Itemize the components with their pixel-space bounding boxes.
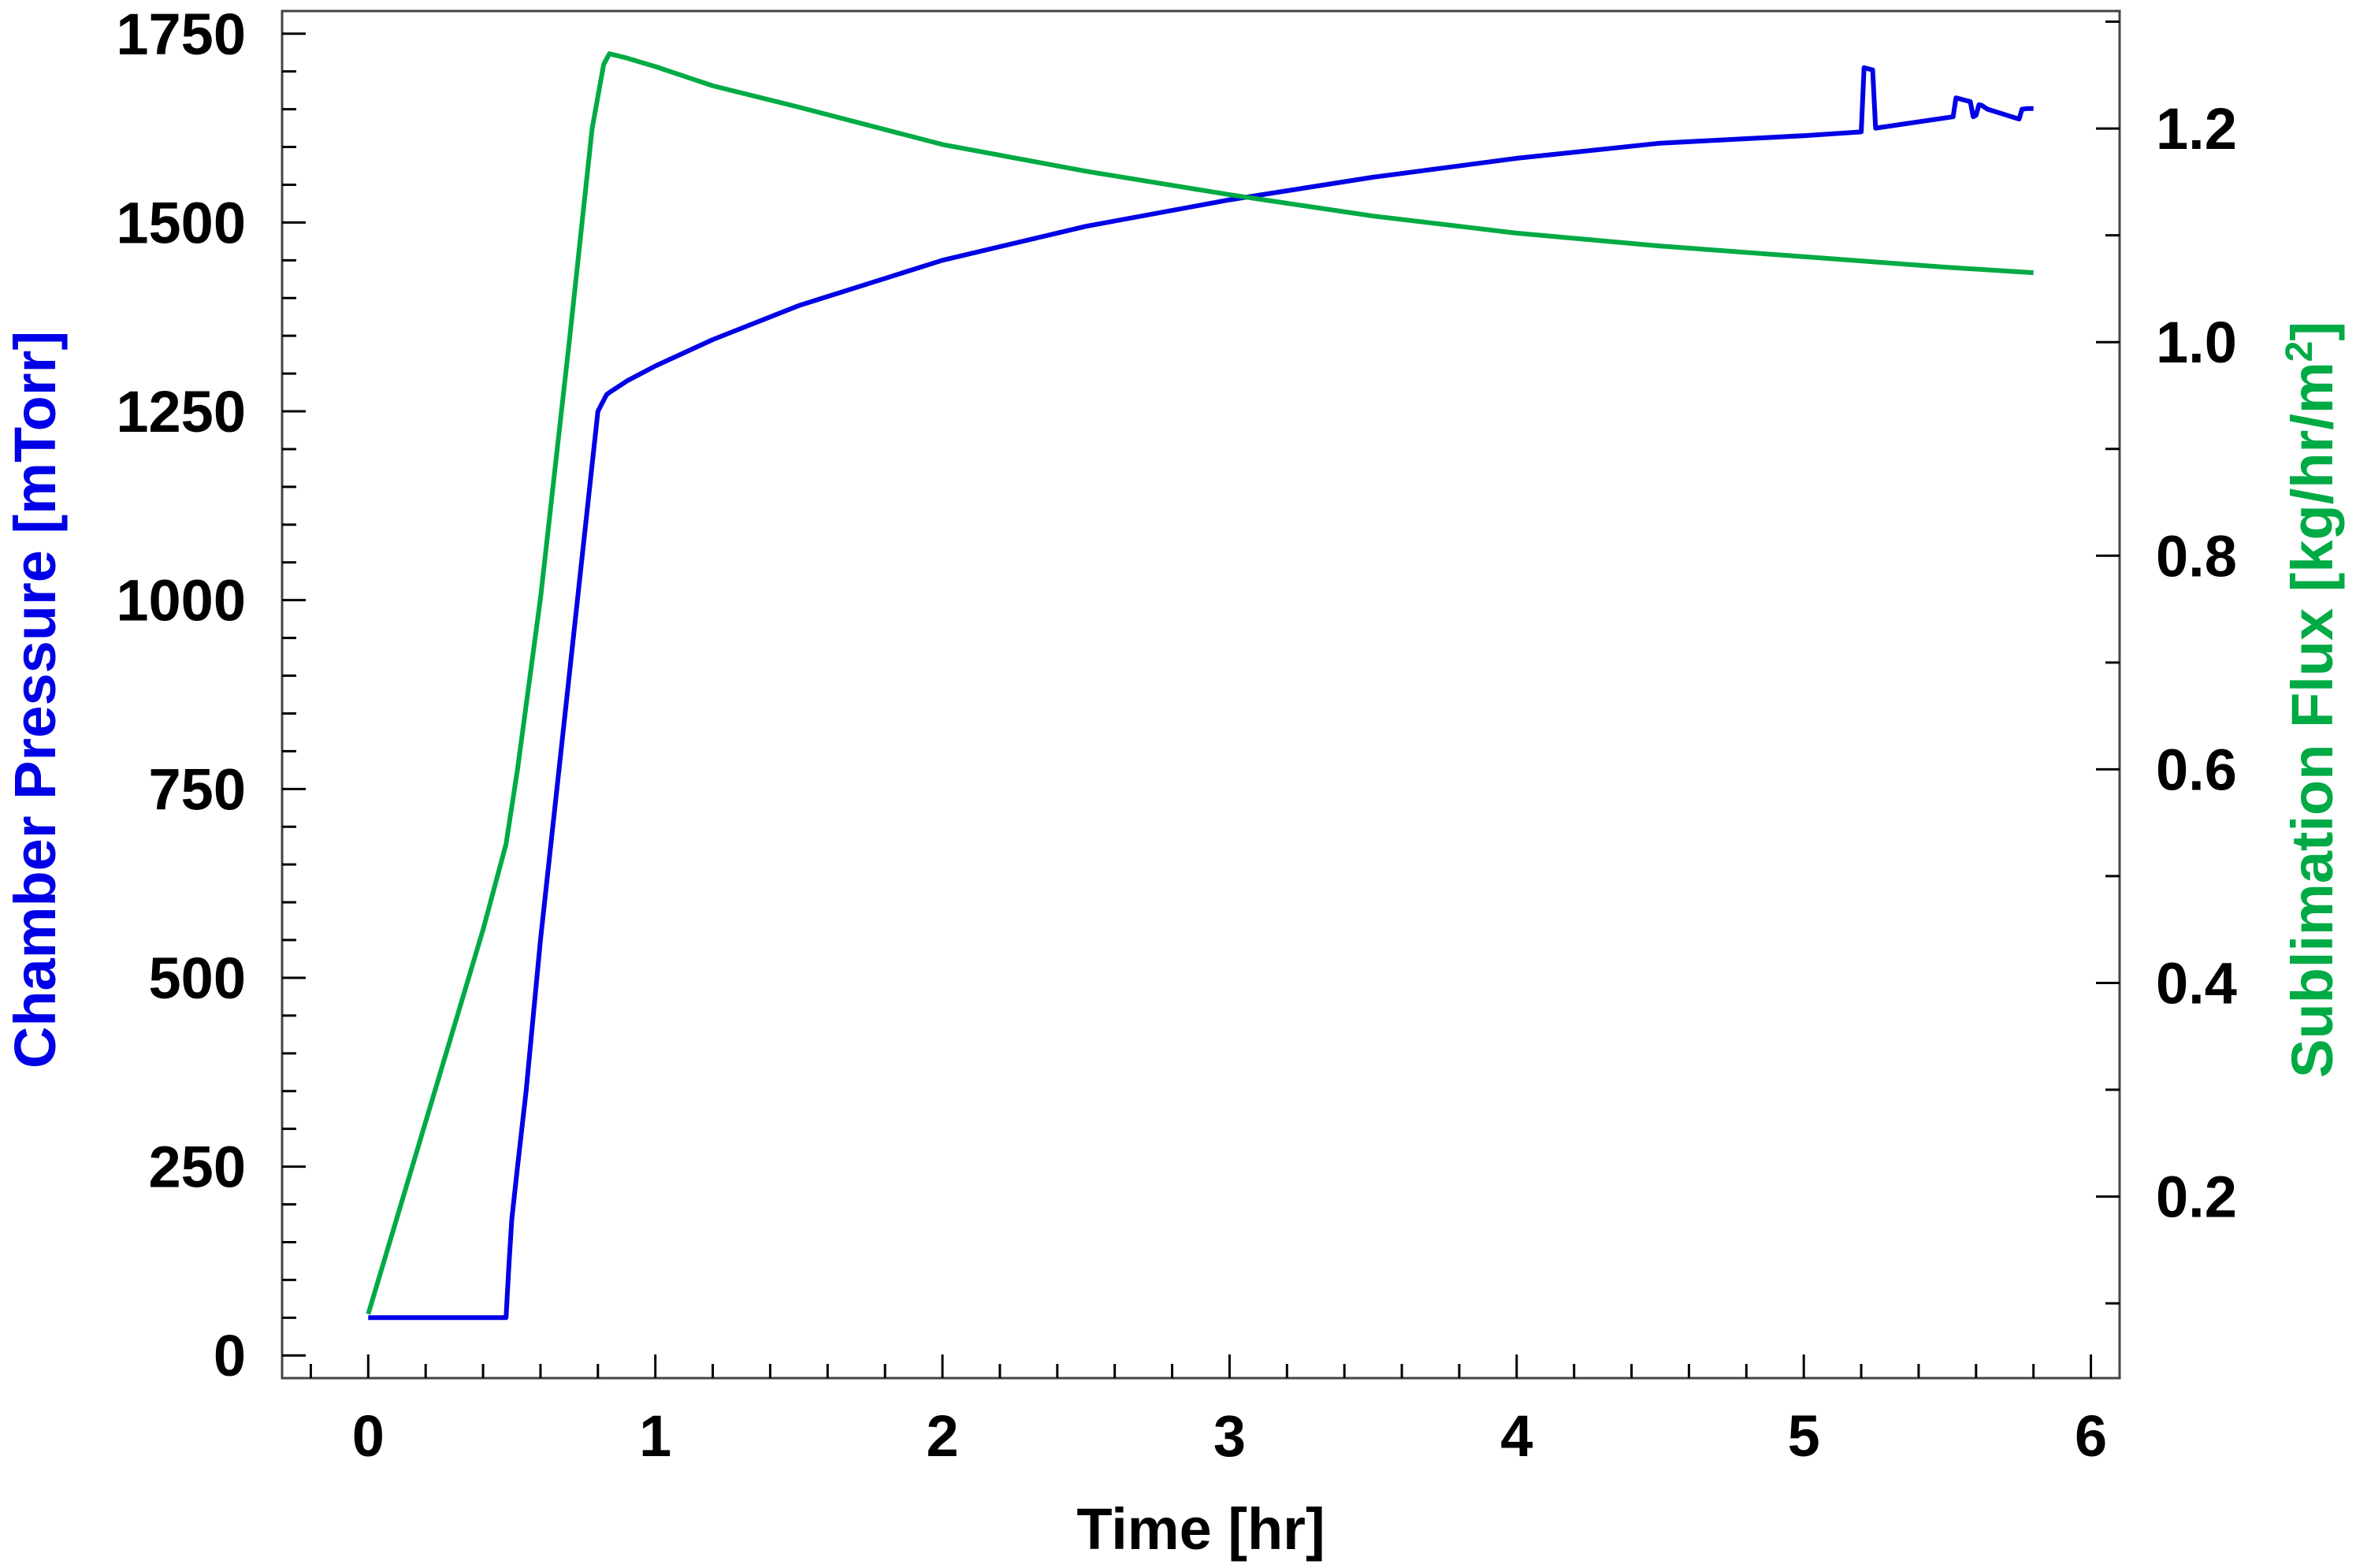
y2-tick-label: 0.2 — [2156, 1165, 2237, 1230]
y-tick-label: 1500 — [116, 190, 246, 255]
y-tick-label: 250 — [149, 1135, 246, 1200]
x-tick-label: 6 — [2075, 1403, 2107, 1469]
series — [366, 51, 2034, 1321]
y2-tick-label: 0.8 — [2156, 523, 2237, 589]
y2-axis-title-close: ] — [2280, 321, 2345, 341]
x-tick-label: 0 — [352, 1403, 385, 1469]
x-tick-label: 5 — [1788, 1403, 1820, 1469]
y2-axis-title: Sublimation Flux [kg/hr/m2] — [2279, 321, 2345, 1078]
x-axis-title: Time [hr] — [1076, 1496, 1325, 1562]
y2-tick-label: 0.4 — [2156, 950, 2237, 1016]
chamber-pressure-line — [368, 65, 2034, 1321]
plot-frame — [281, 9, 2121, 1380]
tick-labels: 0 1 2 3 4 5 6 0 250 500 750 1000 1250 1500 1750 0.2 0.4 0… — [116, 2, 2237, 1469]
x-tick-label: 3 — [1213, 1403, 1246, 1469]
y-tick-label: 1000 — [116, 568, 246, 634]
sublimation-flux-line — [366, 51, 2034, 1315]
y-tick-label: 750 — [149, 756, 246, 822]
y-tick-label: 1250 — [116, 379, 246, 444]
y-tick-label: 0 — [214, 1323, 246, 1388]
y2-tick-label: 1.2 — [2156, 96, 2237, 162]
ticks — [282, 20, 2120, 1378]
y-axis-title: Chamber Pressure [mTorr] — [2, 331, 68, 1068]
x-tick-label: 4 — [1500, 1403, 1533, 1469]
y-tick-label: 500 — [149, 946, 246, 1011]
x-tick-label: 2 — [926, 1403, 958, 1469]
y2-axis-title-superscript: 2 — [2279, 341, 2321, 362]
x-tick-label: 1 — [639, 1403, 671, 1469]
y-tick-label: 1750 — [116, 2, 246, 67]
y2-axis-title-main: Sublimation Flux [kg/hr/m — [2280, 362, 2345, 1078]
y2-tick-label: 1.0 — [2156, 310, 2237, 375]
y2-tick-label: 0.6 — [2156, 737, 2237, 802]
